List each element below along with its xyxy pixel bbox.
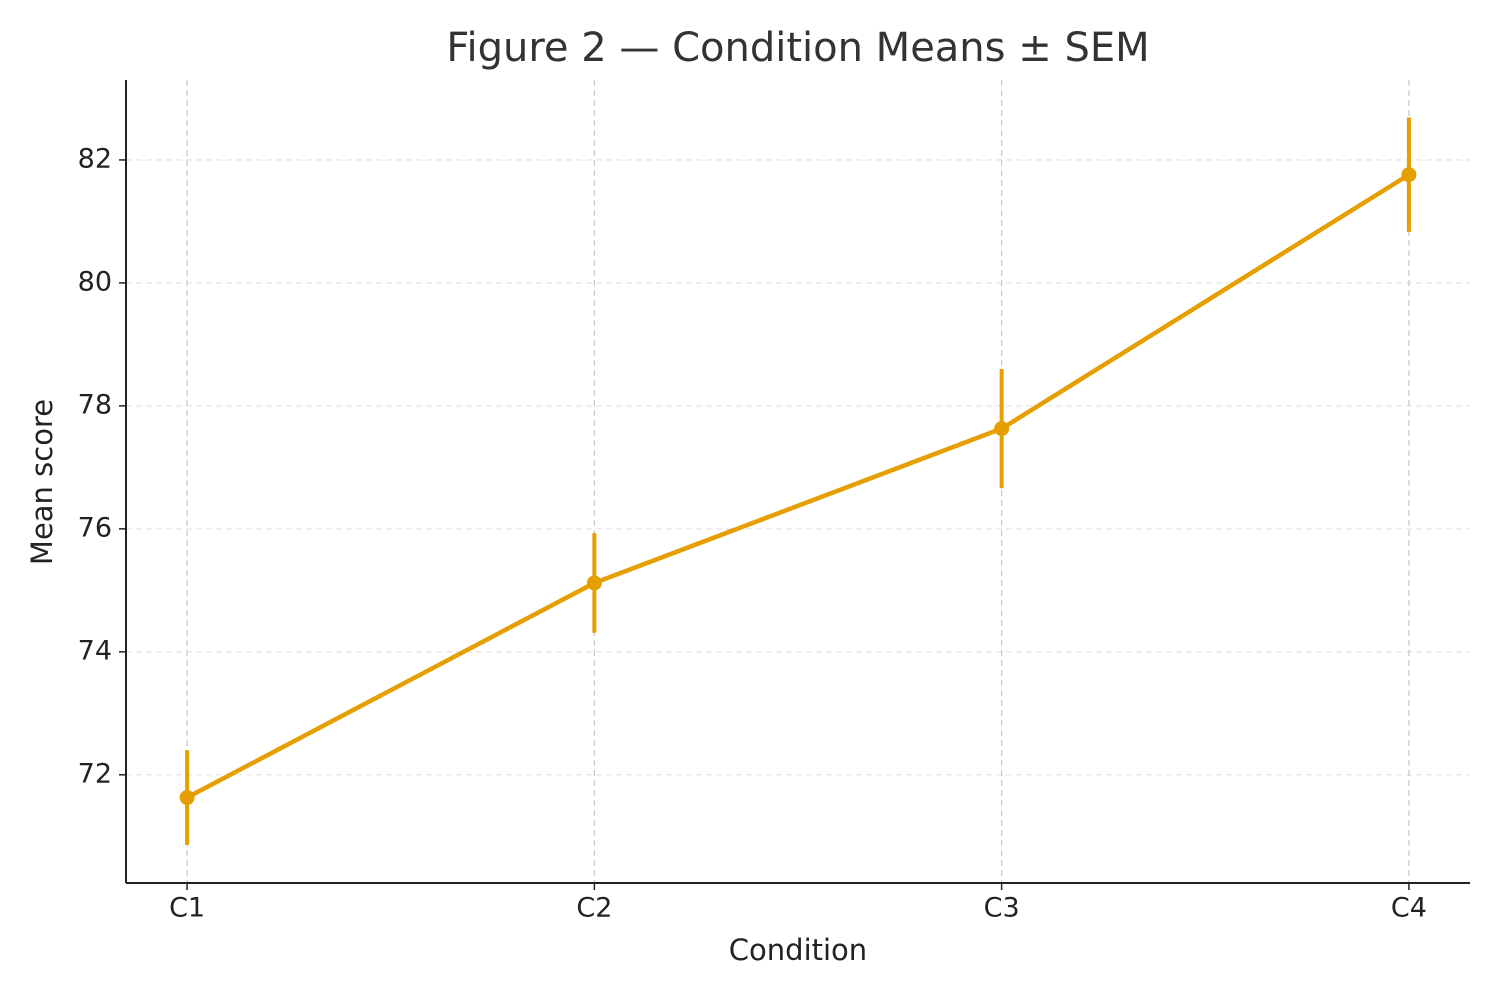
point: [586, 575, 602, 591]
x-tick-label: C1: [169, 893, 205, 924]
x-tick-label: C2: [576, 893, 612, 924]
y-tick-label: 76: [78, 512, 112, 543]
x-tick-label: C3: [984, 893, 1020, 924]
x-tick-label: C4: [1391, 893, 1427, 924]
y-tick-label: 82: [78, 143, 112, 174]
y-tick-label: 74: [78, 635, 112, 666]
line: [186, 172, 1411, 800]
y-tick-label: 80: [78, 266, 112, 297]
y-tick-label: 78: [78, 389, 112, 420]
point: [1401, 167, 1417, 183]
point: [179, 790, 195, 806]
chart-title: Figure 2 — Condition Means ± SEM: [446, 25, 1149, 71]
x-axis-label: Condition: [729, 933, 867, 967]
point: [994, 421, 1010, 437]
y-axis-label: Mean score: [25, 399, 59, 565]
y-tick-label: 72: [78, 758, 112, 789]
